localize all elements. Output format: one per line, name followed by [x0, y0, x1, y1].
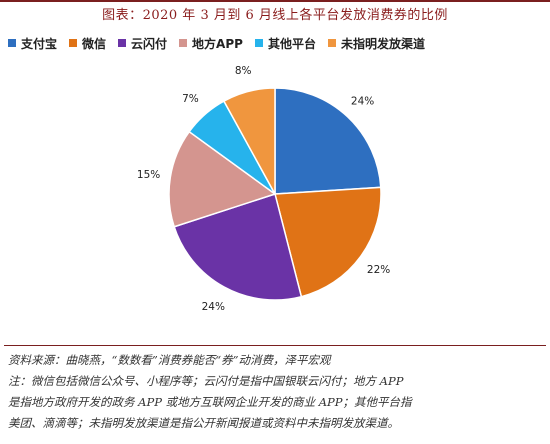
legend-label-wechat: 微信: [82, 36, 107, 51]
note-line-1: 注：微信包括微信公众号、小程序等；云闪付是指中国银联云闪付；地方 APP: [8, 374, 404, 388]
legend-label-local-app: 地方APP: [192, 36, 243, 51]
legend-item-other-platforms: 其他平台: [254, 35, 316, 52]
slice-label-unspecified: 8%: [235, 65, 252, 77]
slice-label-unionpay: 24%: [202, 301, 225, 313]
legend-swatch-wechat: [69, 39, 78, 47]
chart-title: 图表：2020 年 3 月到 6 月线上各平台发放消费券的比例: [102, 8, 448, 23]
legend-swatch-unspecified: [327, 39, 336, 47]
legend-item-wechat: 微信: [69, 35, 106, 52]
legend-item-local-app: 地方APP: [179, 35, 243, 52]
legend-item-alipay: 支付宝: [8, 35, 57, 52]
source-note: 资料来源：曲晓燕，“数数看”消费券能否“券”动消费，泽平宏观: [8, 353, 331, 367]
legend-item-unionpay: 云闪付: [118, 35, 167, 52]
legend-item-unspecified: 未指明发放渠道: [327, 35, 425, 52]
legend-swatch-other-platforms: [254, 39, 263, 47]
legend-label-unspecified: 未指明发放渠道: [340, 36, 425, 51]
footnote: 资料来源：曲晓燕，“数数看”消费券能否“券”动消费，泽平宏观 注：微信包括微信公…: [8, 350, 542, 434]
pie-slice-local-app: [168, 130, 277, 228]
pie-slice-unionpay: [173, 193, 303, 301]
legend-swatch-local-app: [179, 39, 188, 47]
title-bar: 图表：2020 年 3 月到 6 月线上各平台发放消费券的比例: [0, 0, 550, 26]
legend-label-alipay: 支付宝: [21, 36, 58, 51]
pie-chart: 24% 22% 24% 15% 7% 8%: [137, 65, 390, 313]
pie-slice-alipay: [274, 87, 382, 195]
note-line-2: 是指地方政府开发的政务 APP 或地方互联网企业开发的商业 APP；其他平台指: [8, 395, 412, 409]
chart-area: 24% 22% 24% 15% 7% 8%: [0, 56, 550, 344]
legend-label-unionpay: 云闪付: [131, 36, 168, 51]
slice-label-other-platforms: 7%: [182, 93, 199, 105]
chart-legend: 支付宝 微信 云闪付 地方APP 其他平台 未指明发放渠道: [8, 32, 548, 54]
legend-swatch-alipay: [8, 39, 16, 47]
slice-label-alipay: 24%: [351, 96, 374, 108]
note-line-3: 美团、滴滴等；未指明发放渠道是指公开新闻报道或资料中未指明发放渠道。: [8, 416, 399, 430]
legend-label-other-platforms: 其他平台: [267, 36, 316, 51]
footnote-divider: [4, 345, 546, 346]
slice-label-local-app: 15%: [137, 169, 160, 181]
pie-slice-unspecified: [222, 87, 276, 195]
legend-swatch-unionpay: [118, 39, 127, 47]
pie-slice-wechat: [274, 186, 382, 298]
slice-label-wechat: 22%: [367, 264, 390, 276]
